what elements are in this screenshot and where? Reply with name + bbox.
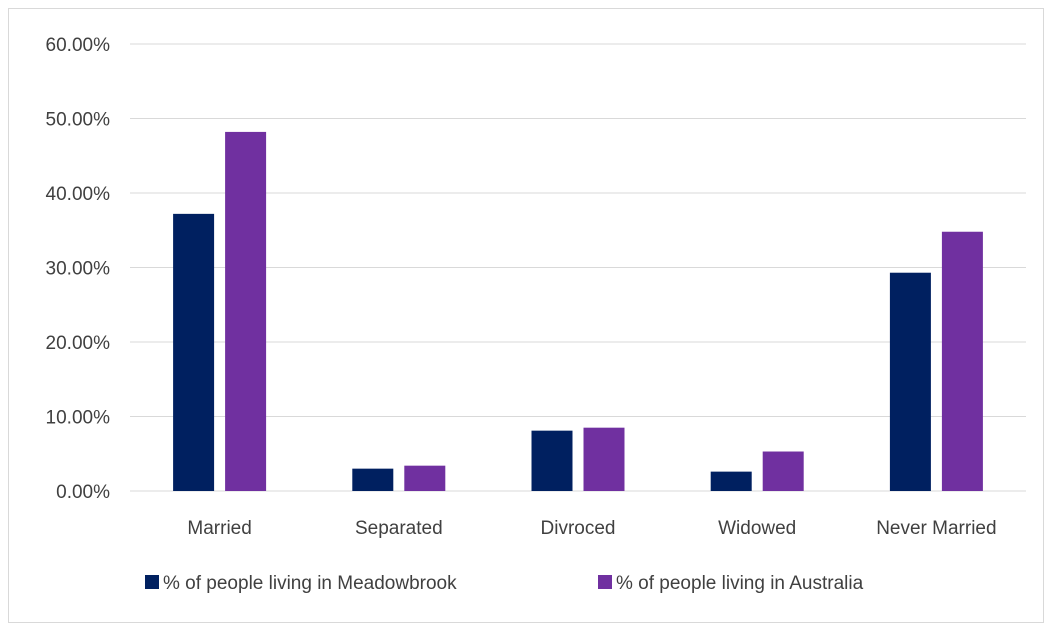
x-axis-tick-labels: Married Separated Divroced Widowed Never Mar…: [187, 518, 996, 539]
bar-divroced-series-1: [531, 430, 573, 491]
bar-married-series-1: [173, 213, 215, 492]
y-tick-label: 0.00%: [56, 482, 110, 503]
legend-label-2: % of people living in Australia: [616, 573, 864, 594]
bar-never-married-series-1: [889, 272, 931, 491]
y-tick-label: 60.00%: [46, 35, 111, 56]
bar-widowed-series-2: [762, 451, 804, 491]
x-tick-label: Never Married: [876, 518, 996, 539]
y-axis-tick-labels: 0.00% 10.00% 20.00% 30.00% 40.00% 50.00% 60.00…: [46, 35, 111, 503]
y-tick-label: 40.00%: [46, 184, 111, 205]
legend-label-1: % of people living in Meadowbrook: [163, 573, 457, 594]
y-tick-label: 30.00%: [46, 259, 111, 280]
gridlines: [130, 43, 1026, 492]
y-tick-label: 50.00%: [46, 110, 111, 131]
bars: [173, 131, 983, 492]
bar-divroced-series-2: [583, 427, 625, 491]
bar-never-married-series-2: [941, 231, 983, 492]
bar-separated-series-1: [352, 468, 394, 491]
bar-separated-series-2: [404, 465, 446, 491]
legend-swatch-1: [145, 575, 159, 589]
x-tick-label: Separated: [355, 518, 443, 539]
legend-swatch-2: [598, 575, 612, 589]
y-tick-label: 10.00%: [46, 408, 111, 429]
bar-widowed-series-1: [710, 471, 752, 491]
x-tick-label: Widowed: [718, 518, 796, 539]
x-tick-label: Married: [187, 518, 251, 539]
legend: % of people living in Meadowbrook % of pe…: [145, 573, 864, 594]
y-tick-label: 20.00%: [46, 333, 111, 354]
bar-married-series-2: [225, 131, 267, 491]
x-tick-label: Divroced: [541, 518, 616, 539]
